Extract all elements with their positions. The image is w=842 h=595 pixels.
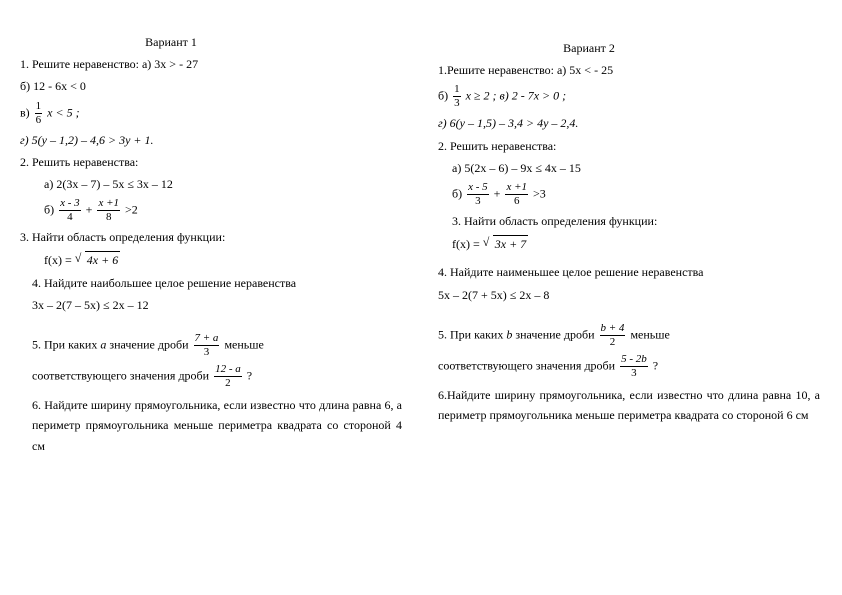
r-q1-a: 1.Решите неравенство: а) 5х < - 25: [438, 62, 820, 78]
variant-2: Вариант 2 1.Решите неравенство: а) 5х < …: [420, 28, 820, 575]
r-q1-b-prefix: б): [438, 89, 451, 103]
variant-1: Вариант 1 1. Решите неравенство: а) 3х >…: [20, 28, 420, 575]
q1-b: б) 12 - 6х < 0: [20, 78, 402, 94]
fraction: 12 - a 2: [214, 364, 242, 389]
r-q2-b-prefix: б): [452, 186, 465, 200]
r-q1-g: г) 6(y – 1,5) – 3,4 > 4y – 2,4.: [438, 115, 820, 131]
numerator: 7 + a: [194, 333, 220, 346]
q5-text2: меньше: [224, 337, 263, 351]
q5-text3: соответствующего значения дроби: [32, 368, 212, 382]
radicand: 4x + 6: [85, 251, 120, 268]
sqrt: 3x + 7: [483, 235, 528, 252]
r-q1-bv-suffix: x ≥ 2 ; в) 2 - 7x > 0 ;: [466, 89, 567, 103]
r-q4-ineq: 5х – 2(7 + 5х) ≤ 2х – 8: [438, 287, 820, 303]
denominator: 3: [620, 367, 648, 379]
r-q2-b-suffix: >3: [533, 186, 546, 200]
q1-v-suffix: x < 5 ;: [47, 105, 79, 119]
numerator: 12 - a: [214, 364, 242, 377]
q2-title: 2. Решить неравенства:: [20, 154, 402, 170]
numerator: 5 - 2b: [620, 354, 648, 367]
title-1: Вариант 1: [20, 34, 402, 50]
denominator: 3: [467, 195, 489, 207]
fraction: 5 - 2b 3: [620, 354, 648, 379]
q5-text4: ?: [247, 368, 252, 382]
q2-b: б) x - 3 4 + x +1 8 >2: [20, 198, 402, 223]
q4-title: 4. Найдите наибольшее целое решение нера…: [20, 275, 402, 291]
plus-sign: +: [86, 202, 96, 216]
r-q5-text2: меньше: [630, 327, 669, 341]
denominator: 3: [194, 346, 220, 358]
denominator: 4: [59, 211, 81, 223]
r-q5-text3: соответствующего значения дроби: [438, 358, 618, 372]
q2-a: а) 2(3х – 7) – 5х ≤ 3х – 12: [20, 176, 402, 192]
numerator: x - 3: [59, 198, 81, 211]
q3-prefix: f(x) =: [44, 253, 75, 267]
q1-a: 1. Решите неравенство: а) 3х > - 27: [20, 56, 402, 72]
page: Вариант 1 1. Решите неравенство: а) 3х >…: [0, 0, 842, 595]
q3-title: 3. Найти область определения функции:: [20, 229, 402, 245]
plus-sign: +: [494, 186, 504, 200]
fraction: x - 3 4: [59, 198, 81, 223]
q2-b-prefix: б): [44, 202, 57, 216]
r-q3-func: f(x) = 3x + 7: [438, 235, 820, 252]
fraction: x +1 8: [97, 198, 120, 223]
q1-v-prefix: в): [20, 105, 30, 119]
sqrt: 4x + 6: [75, 251, 120, 268]
numerator: b + 4: [600, 323, 626, 336]
denominator: 2: [214, 377, 242, 389]
r-q1-bv: б) 1 3 x ≥ 2 ; в) 2 - 7x > 0 ;: [438, 84, 820, 109]
r-q5-line2: соответствующего значения дроби 5 - 2b 3…: [438, 354, 820, 379]
q5-text1: 5. При каких a значение дроби: [32, 337, 192, 351]
fraction: x +1 6: [505, 182, 528, 207]
fraction: x - 5 3: [467, 182, 489, 207]
r-q4-title: 4. Найдите наименьшее целое решение нера…: [438, 264, 820, 280]
r-q6: 6.Найдите ширину прямоугольника, если из…: [438, 385, 820, 426]
q1-g: г) 5(y – 1,2) – 4,6 > 3y + 1.: [20, 132, 402, 148]
q4-ineq: 3х – 2(7 – 5х) ≤ 2х – 12: [20, 297, 402, 313]
fraction: b + 4 2: [600, 323, 626, 348]
q3-func: f(x) = 4x + 6: [20, 251, 402, 268]
r-q5-line1: 5. При каких b значение дроби b + 4 2 ме…: [438, 323, 820, 348]
numerator: 1: [453, 84, 461, 97]
fraction: 7 + a 3: [194, 333, 220, 358]
r-q2-a: а) 5(2х – 6) – 9х ≤ 4х – 15: [438, 160, 820, 176]
fraction: 1 3: [453, 84, 461, 109]
q5-line2: соответствующего значения дроби 12 - a 2…: [20, 364, 402, 389]
denominator: 3: [453, 97, 461, 109]
denominator: 2: [600, 336, 626, 348]
title-2: Вариант 2: [438, 40, 820, 56]
q2-b-suffix: >2: [125, 202, 138, 216]
r-q3-prefix: f(x) =: [452, 237, 483, 251]
numerator: 1: [35, 101, 43, 114]
r-q2-title: 2. Решить неравенства:: [438, 138, 820, 154]
r-q2-b: б) x - 5 3 + x +1 6 >3: [438, 182, 820, 207]
denominator: 6: [505, 195, 528, 207]
denominator: 8: [97, 211, 120, 223]
r-q3-title: 3. Найти область определения функции:: [438, 213, 820, 229]
q5-line1: 5. При каких a значение дроби 7 + a 3 ме…: [20, 333, 402, 358]
numerator: x +1: [97, 198, 120, 211]
radicand: 3x + 7: [493, 235, 528, 252]
fraction: 1 6: [35, 101, 43, 126]
r-q5-text4: ?: [653, 358, 658, 372]
numerator: x - 5: [467, 182, 489, 195]
r-q5-text1: 5. При каких b значение дроби: [438, 327, 598, 341]
denominator: 6: [35, 114, 43, 126]
q6: 6. Найдите ширину прямоугольника, если и…: [20, 395, 402, 456]
numerator: x +1: [505, 182, 528, 195]
q1-v: в) 1 6 x < 5 ;: [20, 101, 402, 126]
